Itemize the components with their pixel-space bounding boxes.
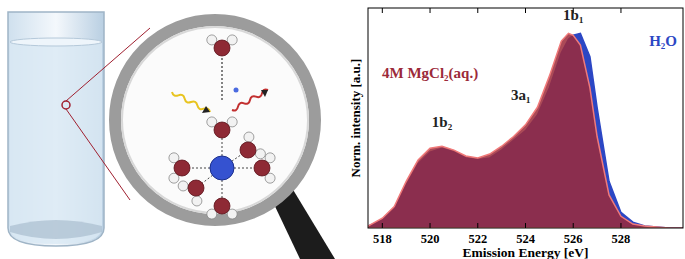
x-tick-label: 518 bbox=[373, 232, 392, 246]
plot-frame bbox=[368, 8, 683, 228]
annotation: 3a₁ bbox=[511, 87, 531, 103]
x-tick bbox=[382, 223, 383, 228]
spectrum-area bbox=[368, 33, 683, 228]
x-tick bbox=[430, 223, 431, 228]
h-bond bbox=[221, 58, 222, 100]
x-tick bbox=[573, 223, 574, 228]
test-tube bbox=[8, 12, 104, 246]
water-molecule bbox=[240, 132, 265, 159]
x-tick-label: 520 bbox=[421, 232, 440, 246]
x-tick bbox=[620, 8, 621, 13]
liquid-surface bbox=[10, 38, 102, 46]
legend-entry: H₂O bbox=[649, 33, 677, 49]
photon bbox=[232, 90, 268, 111]
y-axis-label: Norm. intensity [a.u.] bbox=[348, 59, 363, 178]
x-tick-label: 526 bbox=[564, 232, 583, 246]
x-tick bbox=[477, 8, 478, 13]
x-tick-label: 524 bbox=[516, 232, 536, 246]
spectrum-area bbox=[368, 33, 683, 228]
mg-ion bbox=[210, 156, 234, 180]
liquid bbox=[10, 42, 102, 244]
x-tick bbox=[477, 223, 478, 228]
annotation: 1b₂ bbox=[432, 114, 453, 130]
arrow-head bbox=[261, 90, 268, 97]
water-molecule bbox=[207, 35, 237, 56]
plot-marks bbox=[368, 33, 683, 228]
water-molecule bbox=[178, 180, 204, 206]
water-molecule bbox=[207, 198, 237, 219]
water-molecule bbox=[207, 117, 237, 138]
figure: 518 520 522 524 526 528 Emission Energy [eV] No… bbox=[0, 0, 685, 259]
x-tick-label: 522 bbox=[468, 232, 487, 246]
electron bbox=[234, 88, 239, 93]
annotation: 1b₁ bbox=[563, 7, 583, 23]
x-tick bbox=[382, 8, 383, 13]
x-tick bbox=[525, 223, 526, 228]
legend-entry: 4M MgCl₂(aq.) bbox=[382, 65, 478, 82]
x-tick bbox=[620, 223, 621, 228]
sample-point bbox=[62, 101, 70, 109]
illustration bbox=[8, 12, 335, 259]
tube-bottom bbox=[10, 220, 102, 239]
magnifier-inner bbox=[122, 27, 308, 213]
x-tick bbox=[525, 8, 526, 13]
magnifier-rim bbox=[115, 20, 315, 220]
x-tick bbox=[430, 8, 431, 13]
arrow-head bbox=[202, 106, 210, 113]
photon bbox=[172, 92, 210, 112]
x-tick-label: 528 bbox=[612, 232, 631, 246]
x-axis-label: Emission Energy [eV] bbox=[463, 245, 589, 259]
water-molecule bbox=[169, 153, 190, 183]
